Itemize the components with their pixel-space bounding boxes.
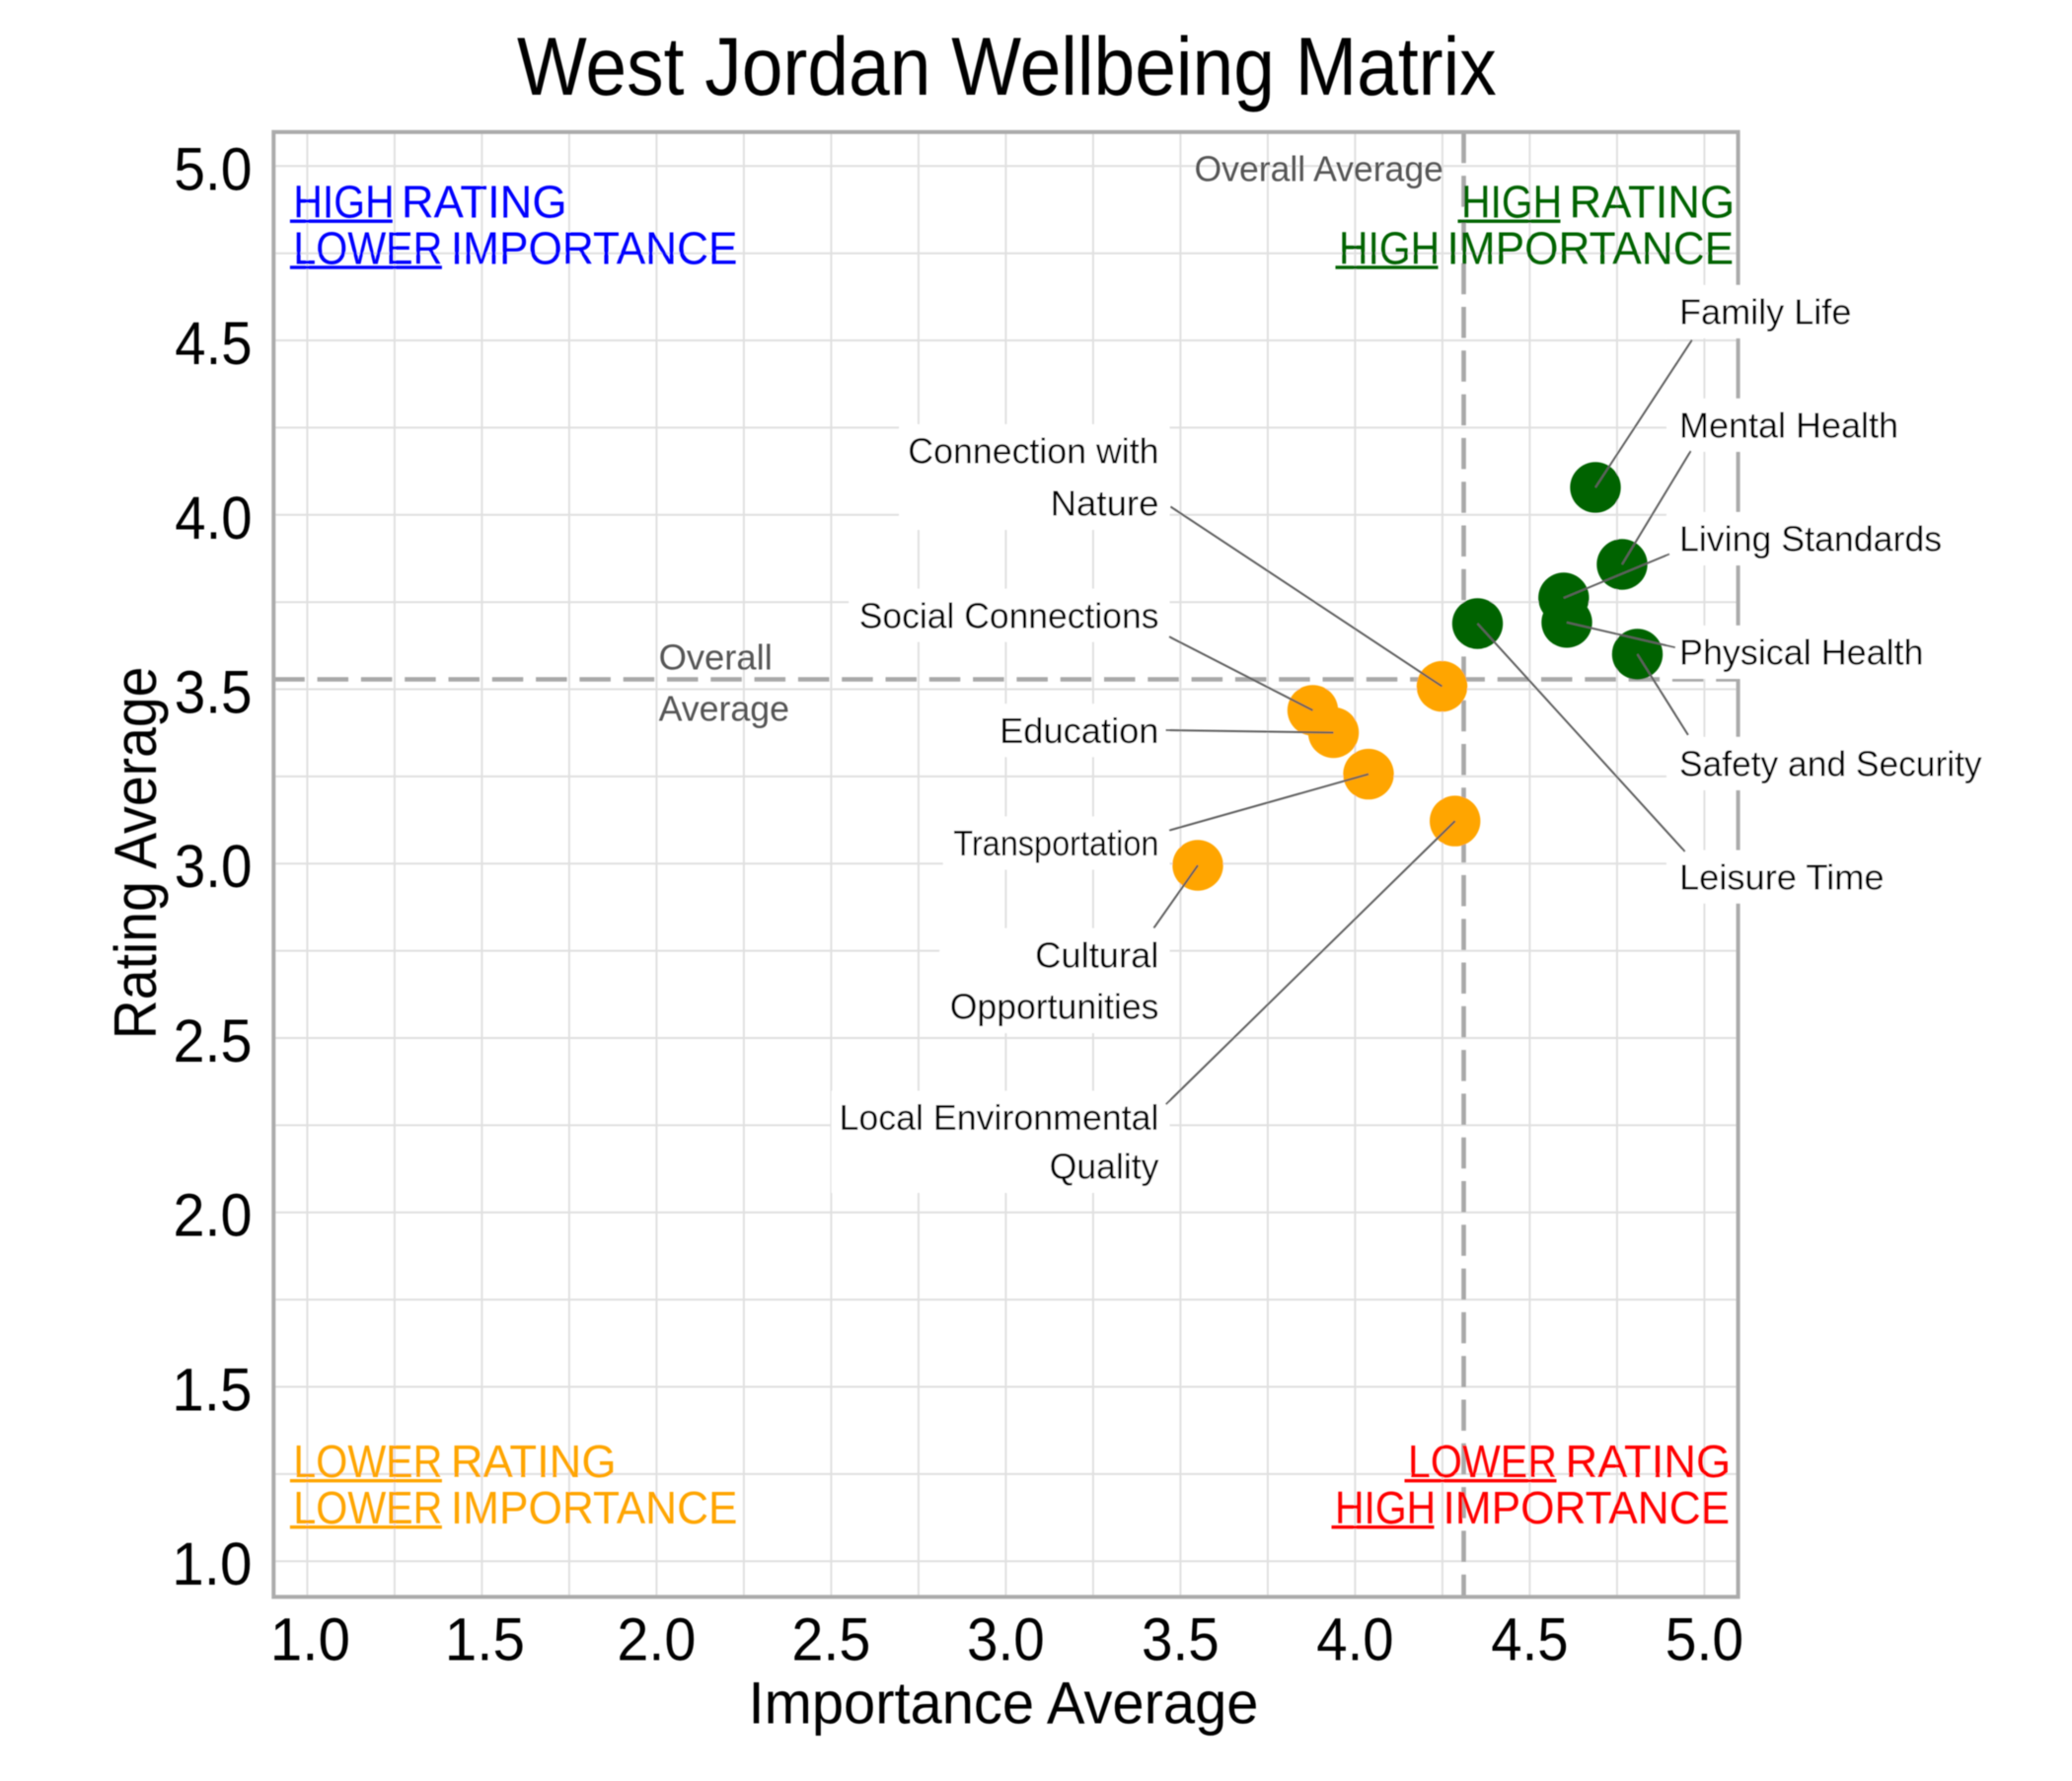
svg-text:Quality: Quality — [1050, 1147, 1160, 1187]
svg-text:3.5: 3.5 — [1142, 1606, 1220, 1673]
svg-text:HIGH: HIGH — [1339, 222, 1440, 273]
svg-text:2.5: 2.5 — [791, 1606, 870, 1673]
svg-text:Living Standards: Living Standards — [1679, 519, 1942, 559]
svg-text:5.0: 5.0 — [1665, 1606, 1743, 1673]
svg-text:Mental Health: Mental Health — [1679, 405, 1898, 445]
svg-text:West Jordan Wellbeing Matrix: West Jordan Wellbeing Matrix — [517, 21, 1497, 112]
svg-text:Leisure Time: Leisure Time — [1679, 856, 1885, 897]
svg-text:4.0: 4.0 — [175, 484, 252, 552]
svg-text:IMPORTANCE: IMPORTANCE — [1443, 1482, 1731, 1533]
svg-text:Importance Average: Importance Average — [749, 1669, 1259, 1736]
svg-text:IMPORTANCE: IMPORTANCE — [1447, 222, 1735, 273]
svg-text:3.0: 3.0 — [967, 1606, 1045, 1673]
svg-text:IMPORTANCE: IMPORTANCE — [451, 1482, 738, 1533]
svg-text:4.5: 4.5 — [175, 310, 252, 377]
svg-text:5.0: 5.0 — [174, 135, 252, 202]
svg-text:3.5: 3.5 — [175, 659, 253, 726]
svg-text:Family Life: Family Life — [1679, 291, 1851, 332]
svg-text:4.5: 4.5 — [1491, 1606, 1568, 1673]
svg-text:Cultural: Cultural — [1035, 934, 1158, 975]
svg-text:Nature: Nature — [1051, 483, 1159, 524]
svg-text:RATING: RATING — [451, 1436, 617, 1487]
svg-text:1.5: 1.5 — [445, 1606, 525, 1673]
svg-text:1.5: 1.5 — [172, 1356, 252, 1423]
svg-text:Physical Health: Physical Health — [1679, 632, 1924, 673]
svg-text:Local Environmental: Local Environmental — [840, 1097, 1159, 1138]
svg-text:IMPORTANCE: IMPORTANCE — [451, 222, 738, 273]
svg-text:HIGH: HIGH — [1461, 177, 1562, 228]
svg-text:RATING: RATING — [1570, 177, 1736, 228]
svg-text:3.0: 3.0 — [175, 833, 253, 900]
svg-text:2.0: 2.0 — [174, 1182, 253, 1249]
svg-text:HIGH: HIGH — [293, 177, 394, 228]
svg-text:4.0: 4.0 — [1316, 1606, 1393, 1673]
svg-text:LOWER: LOWER — [293, 222, 442, 273]
svg-text:RATING: RATING — [402, 177, 567, 228]
svg-text:1.0: 1.0 — [172, 1530, 252, 1597]
svg-text:Transportation: Transportation — [953, 823, 1158, 863]
svg-text:LOWER: LOWER — [293, 1482, 442, 1533]
svg-text:HIGH: HIGH — [1335, 1482, 1436, 1533]
svg-text:Social Connections: Social Connections — [859, 595, 1159, 635]
svg-text:Overall: Overall — [659, 636, 773, 677]
svg-text:Opportunities: Opportunities — [950, 987, 1159, 1027]
svg-text:Safety and Security: Safety and Security — [1679, 743, 1982, 783]
svg-text:Rating Average: Rating Average — [102, 667, 169, 1040]
svg-text:LOWER: LOWER — [1408, 1436, 1557, 1487]
svg-text:RATING: RATING — [1566, 1436, 1732, 1487]
svg-text:LOWER: LOWER — [293, 1436, 442, 1487]
svg-text:Connection with: Connection with — [908, 431, 1158, 472]
svg-text:1.0: 1.0 — [270, 1606, 350, 1673]
svg-text:2.0: 2.0 — [617, 1606, 696, 1673]
svg-text:Overall Average: Overall Average — [1195, 149, 1443, 189]
svg-text:Education: Education — [999, 710, 1158, 751]
svg-text:2.5: 2.5 — [174, 1007, 253, 1075]
svg-text:Average: Average — [659, 689, 789, 729]
